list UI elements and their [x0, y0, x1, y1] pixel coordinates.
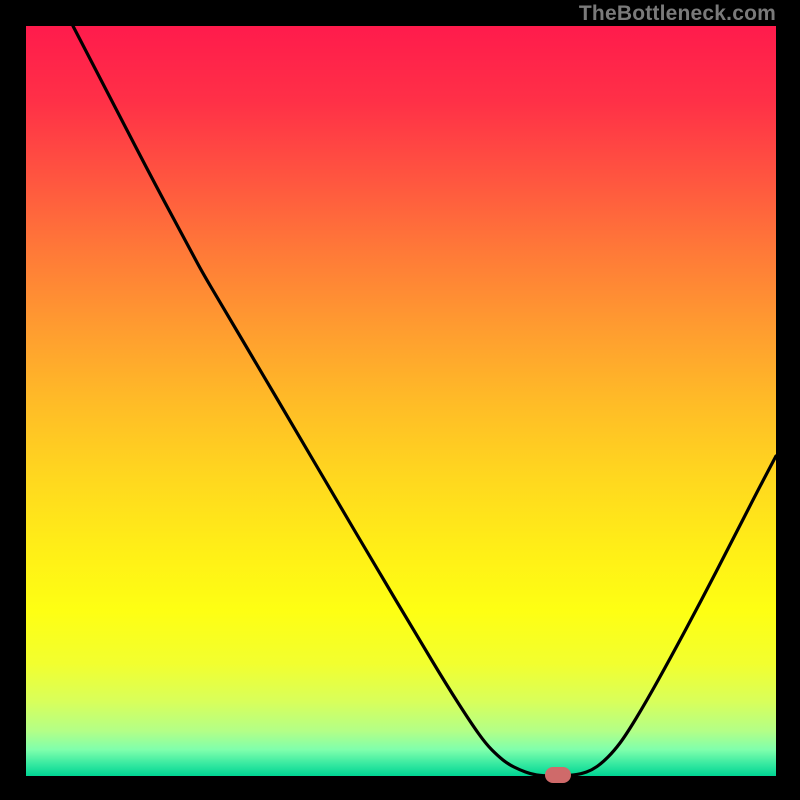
- bottleneck-curve: [26, 26, 776, 776]
- watermark-text: TheBottleneck.com: [579, 2, 776, 26]
- optimal-point-marker: [545, 767, 571, 783]
- plot-area: [26, 26, 776, 776]
- chart-canvas: TheBottleneck.com: [0, 0, 800, 800]
